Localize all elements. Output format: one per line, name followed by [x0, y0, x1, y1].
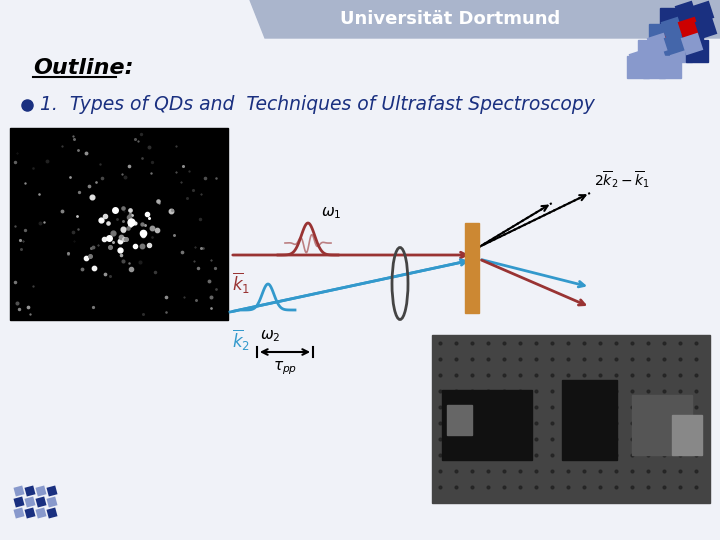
Bar [665, 24, 687, 46]
Text: Universität Dortmund: Universität Dortmund [340, 10, 560, 28]
Text: $2\overline{k}_2 - \overline{k}_1$: $2\overline{k}_2 - \overline{k}_1$ [594, 170, 650, 191]
Polygon shape [14, 508, 24, 518]
Bar [659, 56, 681, 78]
Bar [432, 335, 710, 503]
Bar [638, 40, 660, 62]
Bar [649, 24, 671, 46]
Text: $\omega_1$: $\omega_1$ [321, 205, 341, 221]
Bar [562, 380, 617, 460]
Text: $\omega_2$: $\omega_2$ [260, 328, 281, 343]
Polygon shape [47, 485, 58, 496]
Polygon shape [24, 496, 35, 508]
Text: $\overline{k}_1$: $\overline{k}_1$ [232, 271, 250, 296]
Bar [643, 56, 665, 78]
Text: $\overline{k}_2$: $\overline{k}_2$ [232, 328, 250, 353]
Polygon shape [646, 49, 668, 71]
Bar [672, 415, 702, 455]
Bar [681, 24, 703, 46]
Bar [465, 223, 479, 313]
Polygon shape [647, 32, 670, 55]
Polygon shape [14, 485, 24, 496]
Polygon shape [47, 508, 58, 518]
Polygon shape [675, 1, 698, 23]
Polygon shape [692, 1, 714, 23]
Polygon shape [661, 17, 683, 39]
Polygon shape [678, 17, 701, 39]
Bar [632, 395, 692, 455]
Polygon shape [35, 485, 47, 496]
Bar [654, 40, 676, 62]
Polygon shape [47, 496, 58, 508]
Polygon shape [680, 32, 703, 55]
Bar [660, 8, 682, 30]
Polygon shape [695, 17, 717, 39]
Bar [676, 8, 698, 30]
Text: $\tau_{pp}$: $\tau_{pp}$ [273, 359, 297, 377]
Polygon shape [35, 508, 47, 518]
Text: 1.  Types of QDs and  Techniques of Ultrafast Spectroscopy: 1. Types of QDs and Techniques of Ultraf… [40, 96, 595, 114]
Bar [686, 40, 708, 62]
Polygon shape [664, 32, 686, 55]
Polygon shape [250, 0, 720, 38]
Bar [442, 390, 532, 460]
Bar [10, 128, 228, 320]
Polygon shape [629, 49, 652, 71]
Polygon shape [24, 508, 35, 518]
Polygon shape [35, 496, 47, 508]
Polygon shape [24, 485, 35, 496]
Polygon shape [14, 496, 24, 508]
Bar [627, 56, 649, 78]
Text: Outline:: Outline: [33, 58, 133, 78]
Bar [670, 40, 692, 62]
Bar [447, 405, 472, 435]
